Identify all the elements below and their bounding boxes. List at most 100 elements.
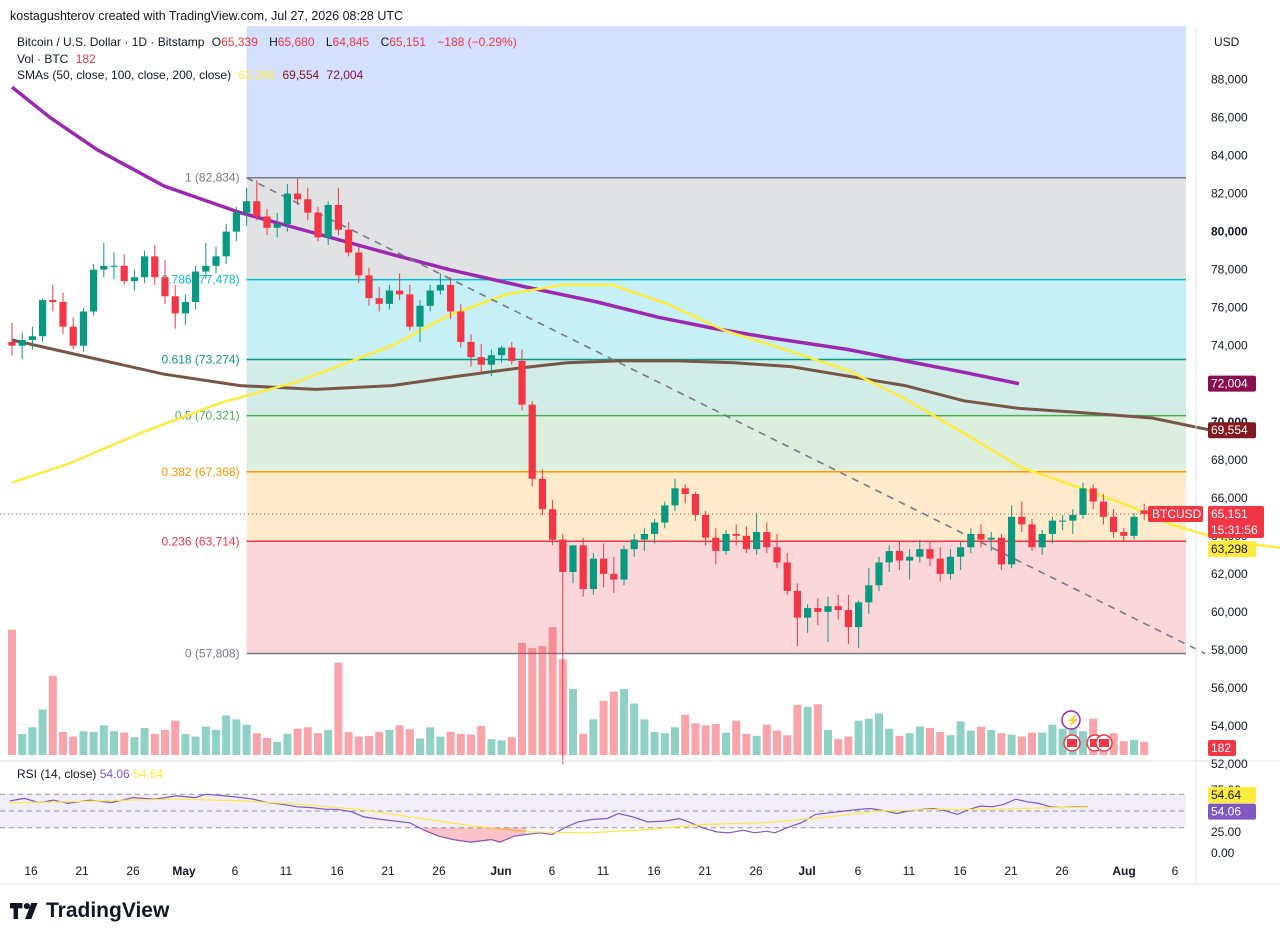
us-flag-event-icon bbox=[1063, 734, 1081, 752]
candle-body bbox=[385, 290, 393, 304]
volume-bar bbox=[864, 718, 873, 755]
volume-bar bbox=[1038, 732, 1047, 755]
price-axis-tick: 74,000 bbox=[1211, 339, 1248, 353]
candle-body bbox=[59, 301, 67, 327]
fib-zone bbox=[246, 359, 1187, 416]
attribution-text: kostagushterov created with TradingView.… bbox=[10, 9, 404, 23]
rsi-ma-line bbox=[9, 798, 1089, 834]
time-axis-tick: 6 bbox=[855, 864, 862, 878]
candle-body bbox=[691, 494, 699, 515]
candle-body bbox=[681, 488, 689, 495]
price-axis-tick: 86,000 bbox=[1211, 111, 1248, 125]
candle-body bbox=[273, 224, 281, 228]
price-axis-tick: 88,000 bbox=[1211, 73, 1248, 87]
volume-bar bbox=[548, 627, 557, 755]
volume-bar bbox=[354, 736, 363, 755]
candle-body bbox=[600, 558, 608, 574]
volume-bar bbox=[212, 729, 220, 755]
btc-price-tag-bg bbox=[1208, 505, 1264, 538]
tradingview-logo[interactable]: TradingView bbox=[10, 899, 169, 923]
time-axis-tick: 16 bbox=[24, 864, 38, 878]
candle-body bbox=[263, 216, 271, 228]
volume-bar bbox=[222, 715, 231, 755]
fib-level-label: 1 (82,834) bbox=[185, 171, 240, 185]
volume-bar bbox=[773, 730, 781, 755]
candle-body bbox=[1038, 533, 1046, 548]
sma50-value: 63,298 bbox=[238, 68, 276, 82]
candle-body bbox=[855, 602, 863, 628]
volume-bar bbox=[650, 731, 659, 755]
volume-bar bbox=[59, 731, 67, 755]
candle-body bbox=[100, 265, 108, 270]
candle-body bbox=[79, 311, 87, 346]
price-axis-tick: 78,000 bbox=[1211, 263, 1248, 277]
price-axis-tick: 80,000 bbox=[1211, 225, 1248, 239]
volume-bar bbox=[38, 709, 47, 755]
volume-bar bbox=[630, 703, 639, 755]
volume-bar bbox=[416, 738, 424, 755]
time-axis-tick: 6 bbox=[1172, 864, 1179, 878]
volume-bar bbox=[875, 713, 883, 755]
candle-body bbox=[457, 311, 465, 342]
volume-bar bbox=[507, 737, 516, 755]
candle-body bbox=[365, 275, 373, 299]
sma200-line bbox=[10, 85, 1020, 386]
candle-body bbox=[283, 193, 291, 225]
price-axis-tick: 58,000 bbox=[1211, 643, 1248, 657]
candle-body bbox=[640, 533, 648, 540]
time-axis-tick: 11 bbox=[597, 864, 610, 878]
candle-body bbox=[345, 229, 353, 253]
volume-bar bbox=[997, 733, 1006, 755]
candle-body bbox=[783, 562, 791, 591]
volume-bar bbox=[456, 733, 465, 755]
price-axis-tick: 56,000 bbox=[1211, 681, 1248, 695]
candle-body bbox=[967, 533, 975, 548]
volume-bar bbox=[599, 700, 608, 755]
volume-bar bbox=[1109, 733, 1118, 755]
candle-body bbox=[1120, 532, 1128, 536]
candle-body bbox=[589, 558, 597, 590]
candle-body bbox=[773, 547, 781, 563]
candle-body bbox=[997, 537, 1005, 565]
volume-bar bbox=[252, 733, 261, 755]
price-axis-tick: 60,000 bbox=[1211, 605, 1248, 619]
candle-body bbox=[844, 609, 852, 628]
volume-bar bbox=[966, 730, 975, 755]
ohlc-close: C65,151 bbox=[380, 35, 426, 49]
volume-bar bbox=[263, 737, 271, 755]
rsi-legend[interactable]: RSI (14, close) 54.06 54.64 bbox=[17, 767, 163, 781]
candle-body bbox=[579, 545, 587, 590]
volume-tag: 182 bbox=[1211, 741, 1231, 755]
candle-body bbox=[487, 355, 495, 365]
rsi-value: 54.06 bbox=[99, 767, 130, 781]
volume-bar bbox=[1058, 728, 1067, 755]
symbol-legend[interactable]: Bitcoin / U.S. Dollar · 1D · Bitstamp O6… bbox=[17, 35, 521, 49]
volume-bar bbox=[69, 736, 78, 755]
candle-body bbox=[406, 294, 414, 327]
candle-body bbox=[355, 252, 363, 276]
candle-body bbox=[702, 514, 710, 538]
sma100-price-tag-bg bbox=[1208, 422, 1256, 439]
candle-body bbox=[987, 537, 995, 540]
volume-bar bbox=[854, 720, 863, 755]
currency-selector[interactable]: USD bbox=[1214, 35, 1240, 49]
volume-bar bbox=[385, 729, 394, 755]
candle-body bbox=[396, 290, 404, 295]
candle-body bbox=[39, 300, 47, 337]
volume-bar bbox=[1007, 734, 1016, 755]
time-axis-tick: 21 bbox=[75, 864, 89, 878]
candle-body bbox=[926, 549, 934, 559]
candle-body bbox=[824, 606, 832, 612]
fib-level-label: 0 (57,808) bbox=[185, 647, 240, 661]
fib-level-label: 0.5 (70,321) bbox=[175, 409, 240, 423]
countdown-tag: 15:31:56 bbox=[1211, 523, 1258, 537]
volume-bar bbox=[120, 732, 129, 755]
fib-level-label: 0.236 (63,714) bbox=[162, 534, 240, 548]
sma-legend[interactable]: SMAs (50, close, 100, close, 200, close)… bbox=[17, 68, 367, 82]
fib-zone bbox=[246, 471, 1187, 542]
volume-legend[interactable]: Vol · BTC 182 bbox=[17, 52, 100, 66]
candle-body bbox=[528, 404, 536, 479]
rsi-oversold-fill bbox=[424, 827, 526, 843]
